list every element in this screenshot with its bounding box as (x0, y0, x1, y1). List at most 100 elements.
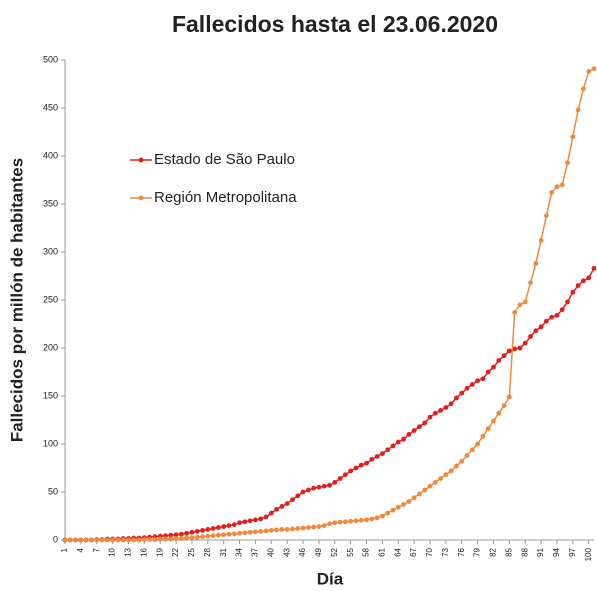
series-line (65, 67, 595, 541)
data-point (295, 493, 301, 499)
x-tick-label: 85 (504, 547, 513, 556)
x-tick-label: 22 (171, 547, 180, 556)
data-point (533, 328, 539, 334)
data-point (279, 527, 285, 532)
data-point (104, 537, 110, 543)
data-point (506, 348, 512, 354)
data-point (581, 278, 586, 284)
data-point (67, 537, 73, 543)
data-point (528, 334, 533, 339)
data-point (194, 528, 200, 534)
data-point (575, 107, 581, 113)
data-point (475, 378, 481, 384)
x-tick-label: 55 (346, 547, 355, 556)
data-point (94, 537, 100, 543)
legend-marker (138, 195, 144, 201)
data-point (242, 530, 248, 536)
data-point (469, 447, 475, 453)
data-point (374, 454, 380, 459)
data-point (570, 289, 576, 295)
data-point (543, 318, 549, 324)
data-point (348, 518, 354, 524)
data-point (469, 382, 475, 387)
data-point (395, 504, 401, 510)
data-point (62, 537, 68, 543)
x-tick-label: 46 (298, 547, 307, 556)
data-point (554, 312, 560, 318)
x-tick-label: 1 (60, 547, 69, 552)
x-tick-label: 34 (235, 547, 244, 556)
data-point (406, 432, 412, 437)
data-point (459, 390, 465, 396)
data-point (380, 451, 385, 456)
x-tick-label: 70 (425, 547, 434, 556)
data-point (559, 182, 565, 188)
x-tick-label: 82 (489, 547, 498, 556)
data-point (258, 528, 264, 534)
data-point (496, 358, 502, 363)
data-point (237, 530, 242, 536)
data-point (290, 526, 295, 532)
data-point (189, 529, 195, 535)
data-point (221, 524, 227, 529)
data-point (263, 528, 269, 534)
data-point (200, 534, 205, 540)
chart-title: Fallecidos hasta el 23.06.2020 (172, 11, 498, 37)
data-point (385, 510, 391, 516)
data-point (253, 517, 258, 523)
data-point (305, 487, 311, 493)
data-point (189, 535, 195, 540)
data-point (173, 536, 179, 541)
data-point (226, 531, 232, 537)
data-point (348, 468, 354, 474)
data-point (406, 499, 412, 504)
data-point (316, 484, 322, 490)
data-point (73, 537, 78, 543)
data-point (231, 522, 237, 528)
y-tick-label: 250 (43, 294, 58, 304)
legend-marker (138, 157, 144, 163)
data-point (432, 480, 438, 485)
x-tick-label: 49 (314, 547, 323, 556)
data-point (157, 536, 163, 542)
y-tick-label: 400 (43, 150, 58, 160)
data-point (364, 517, 369, 523)
data-point (163, 536, 168, 542)
data-point (136, 537, 142, 543)
data-point (491, 418, 496, 424)
data-point (210, 526, 216, 531)
data-point (496, 410, 502, 416)
data-point (411, 495, 417, 501)
x-tick-label: 13 (124, 547, 133, 556)
data-point (358, 517, 364, 523)
x-tick-label: 58 (362, 547, 371, 556)
data-point (327, 482, 332, 488)
data-point (163, 533, 168, 539)
data-point (300, 525, 306, 531)
data-point (522, 340, 528, 346)
data-point (422, 420, 428, 426)
data-point (184, 530, 190, 536)
data-point (454, 395, 459, 401)
y-tick-label: 50 (48, 486, 58, 496)
data-point (342, 519, 348, 525)
data-point (422, 487, 428, 493)
data-point (385, 447, 391, 453)
data-point (274, 506, 279, 512)
y-tick-label: 0 (53, 534, 58, 544)
data-point (99, 537, 105, 543)
data-point (126, 537, 131, 543)
y-tick-label: 100 (43, 438, 58, 448)
data-point (89, 537, 94, 543)
y-tick-label: 350 (43, 198, 58, 208)
data-point (559, 307, 565, 312)
data-point (216, 525, 221, 530)
data-point (591, 66, 597, 72)
y-axis-label: Fallecidos por millón de habitantes (7, 158, 26, 442)
data-point (480, 433, 486, 439)
data-point (263, 514, 269, 520)
data-point (390, 443, 396, 449)
data-point (210, 533, 216, 539)
data-point (401, 436, 406, 442)
